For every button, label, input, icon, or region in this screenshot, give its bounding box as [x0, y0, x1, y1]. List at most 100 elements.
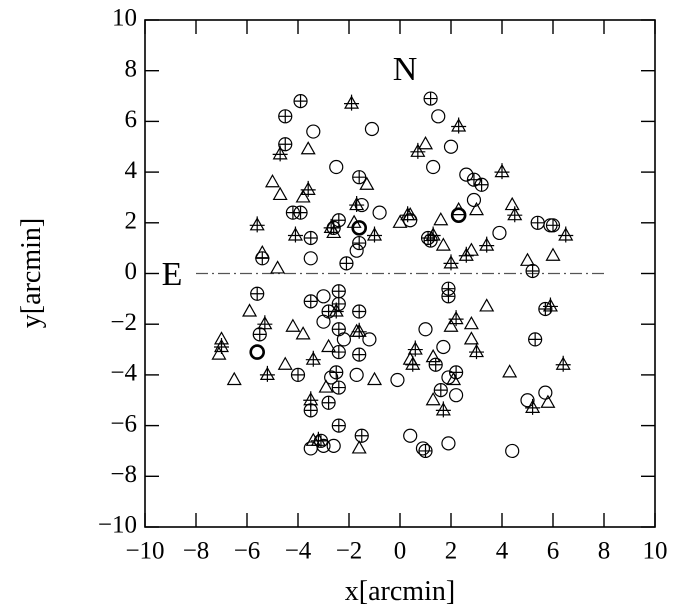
marker-triangle — [321, 338, 337, 353]
data-point — [272, 186, 288, 201]
data-point — [431, 109, 446, 124]
marker-cross — [304, 294, 318, 308]
marker-triangle — [479, 298, 495, 312]
marker-circle — [538, 385, 553, 400]
marker-cross — [305, 350, 321, 367]
y-tick-label: 4 — [125, 157, 138, 184]
data-point — [344, 94, 360, 111]
data-point — [468, 343, 485, 360]
data-point — [250, 286, 265, 301]
data-point — [451, 117, 467, 134]
marker-cross — [259, 365, 275, 382]
marker-cross — [435, 401, 451, 418]
marker-cross — [555, 355, 571, 372]
marker-triangle — [254, 245, 270, 259]
marker-cross — [405, 355, 421, 372]
marker-circle — [249, 344, 266, 360]
marker-triangle — [272, 186, 288, 201]
data-point — [400, 206, 416, 223]
data-point — [326, 438, 341, 453]
data-point — [538, 385, 553, 400]
marker-cross — [214, 338, 229, 355]
data-point — [352, 170, 367, 185]
marker-triangle — [366, 371, 383, 386]
marker-circle — [418, 322, 433, 337]
marker-triangle — [425, 392, 441, 406]
data-point — [479, 236, 495, 253]
data-point — [459, 167, 474, 182]
marker-circle — [326, 438, 341, 453]
marker-cross — [429, 358, 443, 372]
marker-cross — [351, 322, 367, 339]
data-point — [259, 365, 275, 382]
marker-cross — [410, 142, 426, 159]
marker-cross — [451, 117, 467, 134]
y-tick-label: 8 — [125, 55, 138, 82]
marker-cross — [400, 206, 416, 223]
marker-cross — [294, 94, 308, 108]
data-point — [525, 263, 540, 279]
marker-cross — [419, 444, 432, 458]
data-point — [252, 327, 267, 342]
x-tick-label: 6 — [547, 538, 560, 565]
marker-triangle — [211, 346, 227, 360]
marker-cross — [352, 348, 366, 362]
data-point — [405, 355, 421, 372]
data-point — [305, 350, 321, 367]
data-point — [479, 298, 495, 312]
data-point — [463, 331, 479, 345]
data-point — [226, 371, 242, 386]
data-point — [300, 141, 316, 155]
data-point — [426, 159, 441, 175]
marker-circle — [449, 388, 464, 403]
marker-triangle — [392, 214, 408, 228]
data-point — [331, 322, 346, 337]
data-point — [545, 247, 561, 261]
data-point — [502, 364, 518, 378]
x-tick-label: 2 — [445, 538, 458, 565]
data-point — [542, 297, 558, 314]
data-point — [352, 347, 367, 362]
data-point — [528, 332, 543, 347]
marker-cross — [332, 284, 346, 298]
marker-circle — [543, 218, 558, 233]
data-point — [392, 214, 408, 228]
marker-circle — [492, 225, 507, 241]
data-point — [555, 355, 571, 372]
data-point — [448, 310, 464, 327]
data-point — [306, 124, 321, 139]
data-point — [415, 441, 431, 456]
x-tick-label: −2 — [336, 538, 363, 565]
marker-triangle — [463, 315, 479, 330]
data-point — [451, 201, 467, 216]
y-tick-label: 10 — [112, 5, 137, 32]
data-point — [257, 315, 273, 332]
x-tick-label: −10 — [125, 538, 164, 565]
data-point — [295, 189, 311, 203]
marker-triangle — [351, 440, 367, 454]
data-point — [443, 254, 459, 271]
marker-circle — [303, 251, 318, 266]
marker-circle — [505, 443, 520, 459]
data-point — [468, 201, 485, 216]
data-point — [443, 139, 459, 154]
marker-cross — [249, 216, 265, 233]
data-point — [364, 121, 380, 137]
data-point — [433, 212, 449, 226]
marker-triangle — [346, 214, 362, 228]
marker-cross — [332, 322, 346, 336]
marker-triangle — [359, 176, 375, 190]
data-point — [425, 226, 441, 243]
data-point — [425, 392, 441, 406]
data-point — [441, 281, 456, 296]
data-point — [287, 226, 303, 243]
marker-cross — [352, 305, 366, 319]
data-point — [507, 206, 523, 223]
data-point — [474, 177, 489, 192]
marker-triangle — [433, 212, 449, 226]
marker-circle — [336, 332, 351, 347]
data-point — [331, 284, 346, 299]
marker-triangle — [468, 201, 485, 216]
marker-cross — [441, 282, 455, 296]
